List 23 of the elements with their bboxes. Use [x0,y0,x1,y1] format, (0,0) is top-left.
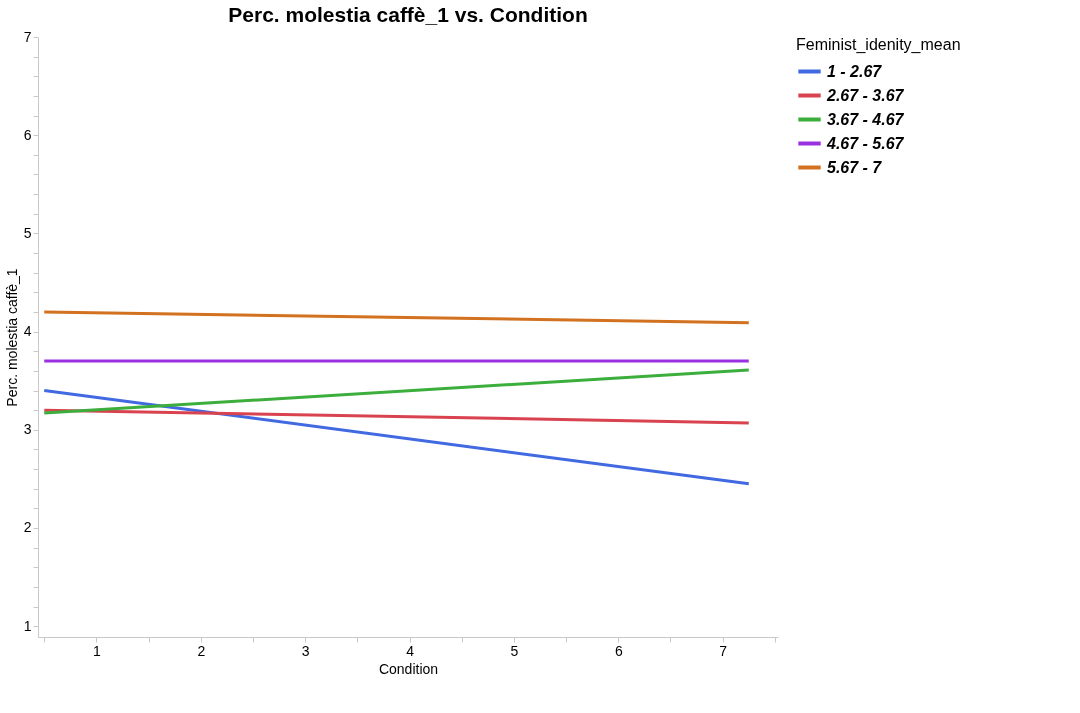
legend-label: 4.67 - 5.67 [826,134,905,152]
legend-label: 5.67 - 7 [827,158,883,176]
x-tick-label: 5 [510,642,519,659]
y-tick-label: 5 [23,224,32,241]
y-tick-label: 6 [23,126,32,143]
legend-label: 1 - 2.67 [827,62,883,80]
x-tick-label: 7 [719,642,728,659]
legend-title: Feminist_idenity_mean [796,36,961,54]
x-tick-label: 2 [197,642,206,659]
x-tick-label: 3 [301,642,310,659]
x-tick-label: 1 [93,642,102,659]
y-tick-label: 2 [23,519,32,536]
y-tick-label: 1 [23,617,32,634]
chart-title: Perc. molestia caffè_1 vs. Condition [228,3,588,26]
y-axis-title: Perc. molestia caffè_1 [3,268,20,407]
y-tick-label: 7 [23,28,32,45]
legend-label: 2.67 - 3.67 [826,86,905,104]
x-tick-label: 4 [406,642,415,659]
y-tick-label: 3 [23,421,32,438]
x-tick-label: 6 [614,642,623,659]
legend-label: 3.67 - 4.67 [827,110,905,128]
x-axis-title: Condition [378,660,439,677]
y-tick-label: 4 [23,323,32,340]
